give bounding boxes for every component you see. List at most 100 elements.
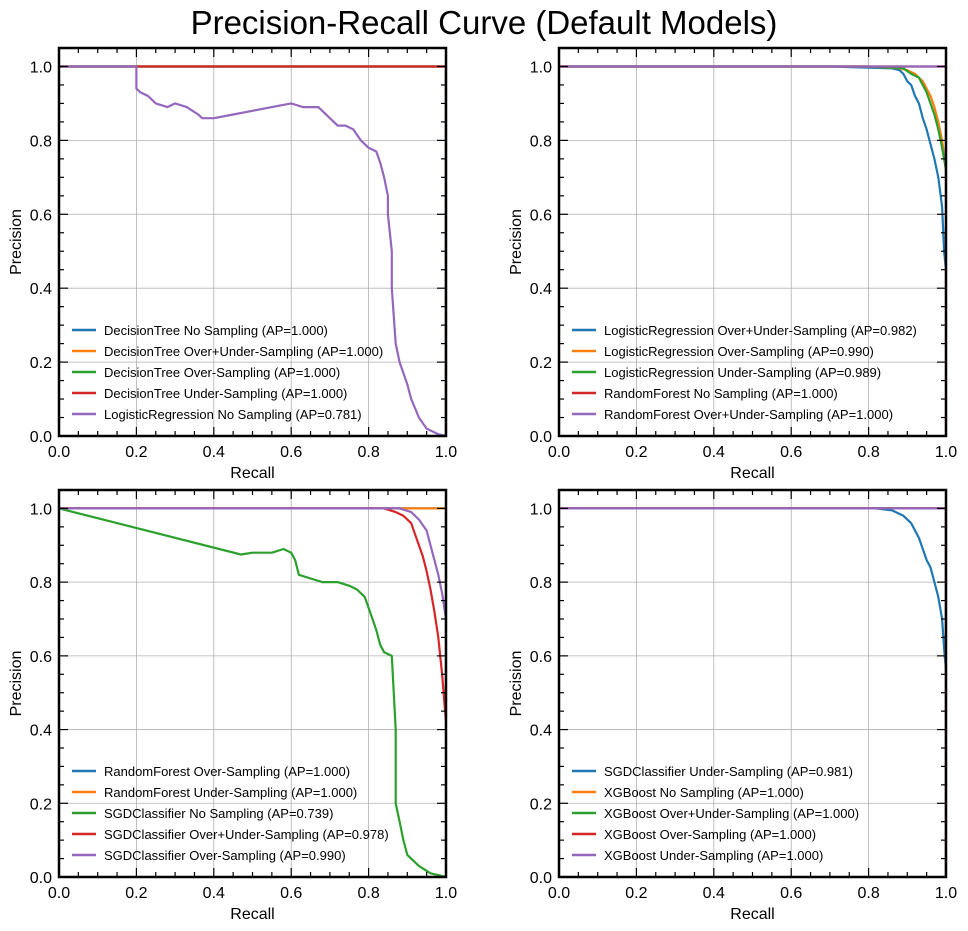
y-axis-label: Precision (8, 651, 25, 717)
plot-frame (57, 46, 448, 438)
y-tick-label: 0.8 (30, 575, 52, 592)
series-line-1 (59, 507, 447, 877)
plot-frame (557, 46, 948, 438)
subplot-2: 0.0 0.2 0.4 0.6 0.8 1.0 0.0 0.2 0.4 0.6 0.8 1.0 Reca… (508, 46, 957, 482)
x-tick-label: 0.6 (780, 885, 802, 902)
x-tick-label: 0.2 (125, 885, 147, 902)
series-line-2 (59, 65, 447, 436)
legend: DecisionTree No Sampling (AP=1.000) Decis… (72, 323, 383, 422)
x-tick-label: 0.0 (48, 444, 70, 461)
legend: SGDClassifier Under-Sampling (AP=0.981) X… (572, 764, 859, 863)
y-tick-label: 0.4 (30, 281, 52, 298)
legend-label-5: LogisticRegression No Sampling (AP=0.781… (104, 407, 362, 422)
legend-label-1: SGDClassifier Under-Sampling (AP=0.981) (604, 764, 853, 779)
legend: RandomForest Over-Sampling (AP=1.000) Ran… (72, 764, 389, 863)
y-tick-label: 0.2 (30, 355, 52, 372)
y-tick-label: 0.2 (30, 796, 52, 813)
legend-label-5: SGDClassifier Over-Sampling (AP=0.990) (104, 848, 346, 863)
y-tick-label: 0.4 (530, 723, 552, 740)
legend-label-2: XGBoost No Sampling (AP=1.000) (604, 785, 804, 800)
x-tick-label: 0.0 (48, 885, 70, 902)
y-tick-label: 0.8 (530, 133, 552, 150)
x-axis-label: Recall (230, 465, 274, 482)
legend-label-1: DecisionTree No Sampling (AP=1.000) (104, 323, 328, 338)
legend-label-1: RandomForest Over-Sampling (AP=1.000) (104, 764, 350, 779)
y-tick-label: 1.0 (30, 59, 52, 76)
x-tick-label: 0.2 (625, 885, 647, 902)
y-tick-label: 0.6 (30, 207, 52, 224)
legend-label-2: DecisionTree Over+Under-Sampling (AP=1.0… (104, 344, 383, 359)
legend-label-4: XGBoost Over-Sampling (AP=1.000) (604, 827, 816, 842)
x-tick-label: 1.0 (435, 885, 457, 902)
x-tick-label: 0.8 (357, 444, 379, 461)
series-line-3 (559, 507, 947, 877)
x-tick-label: 0.8 (857, 885, 879, 902)
y-tick-label: 1.0 (530, 59, 552, 76)
legend-label-4: RandomForest No Sampling (AP=1.000) (604, 386, 838, 401)
legend-label-3: LogisticRegression Under-Sampling (AP=0.… (604, 365, 881, 380)
x-tick-label: 0.4 (203, 885, 225, 902)
legend-label-1: LogisticRegression Over+Under-Sampling (… (604, 323, 917, 338)
series-line-2 (559, 507, 947, 877)
series-line-4 (559, 65, 947, 436)
x-tick-label: 1.0 (935, 885, 957, 902)
legend-label-4: DecisionTree Under-Sampling (AP=1.000) (104, 386, 347, 401)
y-tick-label: 0.2 (530, 355, 552, 372)
x-tick-label: 0.2 (125, 444, 147, 461)
y-tick-label: 0.8 (30, 133, 52, 150)
legend-label-5: XGBoost Under-Sampling (AP=1.000) (604, 848, 823, 863)
y-tick-label: 1.0 (30, 501, 52, 518)
x-tick-label: 0.8 (357, 885, 379, 902)
x-axis-label: Recall (730, 465, 774, 482)
x-axis-label: Recall (230, 906, 274, 923)
x-tick-label: 1.0 (935, 444, 957, 461)
y-tick-label: 1.0 (530, 501, 552, 518)
x-tick-label: 1.0 (435, 444, 457, 461)
plot-frame (57, 488, 448, 879)
legend-label-2: RandomForest Under-Sampling (AP=1.000) (104, 785, 357, 800)
x-tick-label: 0.0 (548, 885, 570, 902)
x-tick-label: 0.4 (203, 444, 225, 461)
y-tick-label: 0.2 (530, 796, 552, 813)
series-line-3 (59, 65, 447, 436)
series-line-4 (59, 65, 447, 436)
plot-frame (557, 488, 948, 879)
series-line-5 (59, 65, 447, 437)
figure-title: Precision-Recall Curve (Default Models) (190, 4, 778, 41)
x-tick-label: 0.6 (780, 444, 802, 461)
legend-label-4: SGDClassifier Over+Under-Sampling (AP=0.… (104, 827, 389, 842)
series-line-2 (559, 65, 947, 171)
x-axis-label: Recall (730, 906, 774, 923)
y-tick-label: 0.6 (30, 649, 52, 666)
x-tick-label: 0.6 (280, 444, 302, 461)
subplot-4: 0.0 0.2 0.4 0.6 0.8 1.0 0.0 0.2 0.4 0.6 0.8 1.0 Reca… (508, 488, 957, 923)
y-tick-label: 0.6 (530, 649, 552, 666)
x-tick-label: 0.2 (625, 444, 647, 461)
x-tick-label: 0.0 (548, 444, 570, 461)
legend-label-3: XGBoost Over+Under-Sampling (AP=1.000) (604, 806, 859, 821)
y-tick-label: 0.4 (30, 723, 52, 740)
x-tick-label: 0.6 (280, 885, 302, 902)
series-line-5 (559, 507, 947, 877)
series-line-1 (559, 65, 947, 270)
y-axis-label: Precision (8, 209, 25, 275)
series-line-3 (559, 65, 947, 171)
legend: LogisticRegression Over+Under-Sampling (… (572, 323, 917, 422)
series-line-5 (559, 65, 947, 178)
y-tick-label: 0.4 (530, 281, 552, 298)
series-line-5 (59, 507, 447, 620)
y-axis-label: Precision (508, 209, 525, 275)
series-line-1 (59, 65, 447, 436)
subplot-1: 0.0 0.2 0.4 0.6 0.8 1.0 0.0 0.2 0.4 0.6 0.8 1.0 Reca… (8, 46, 457, 482)
y-tick-label: 0.8 (530, 575, 552, 592)
legend-label-3: DecisionTree Over-Sampling (AP=1.000) (104, 365, 340, 380)
y-tick-label: 0.0 (30, 429, 52, 446)
legend-label-5: RandomForest Over+Under-Sampling (AP=1.0… (604, 407, 893, 422)
legend-label-2: LogisticRegression Over-Sampling (AP=0.9… (604, 344, 874, 359)
legend-label-3: SGDClassifier No Sampling (AP=0.739) (104, 806, 333, 821)
y-tick-label: 0.0 (30, 870, 52, 887)
subplot-3: 0.0 0.2 0.4 0.6 0.8 1.0 0.0 0.2 0.4 0.6 0.8 1.0 Reca… (8, 488, 457, 923)
y-tick-label: 0.0 (530, 870, 552, 887)
y-tick-label: 0.0 (530, 429, 552, 446)
